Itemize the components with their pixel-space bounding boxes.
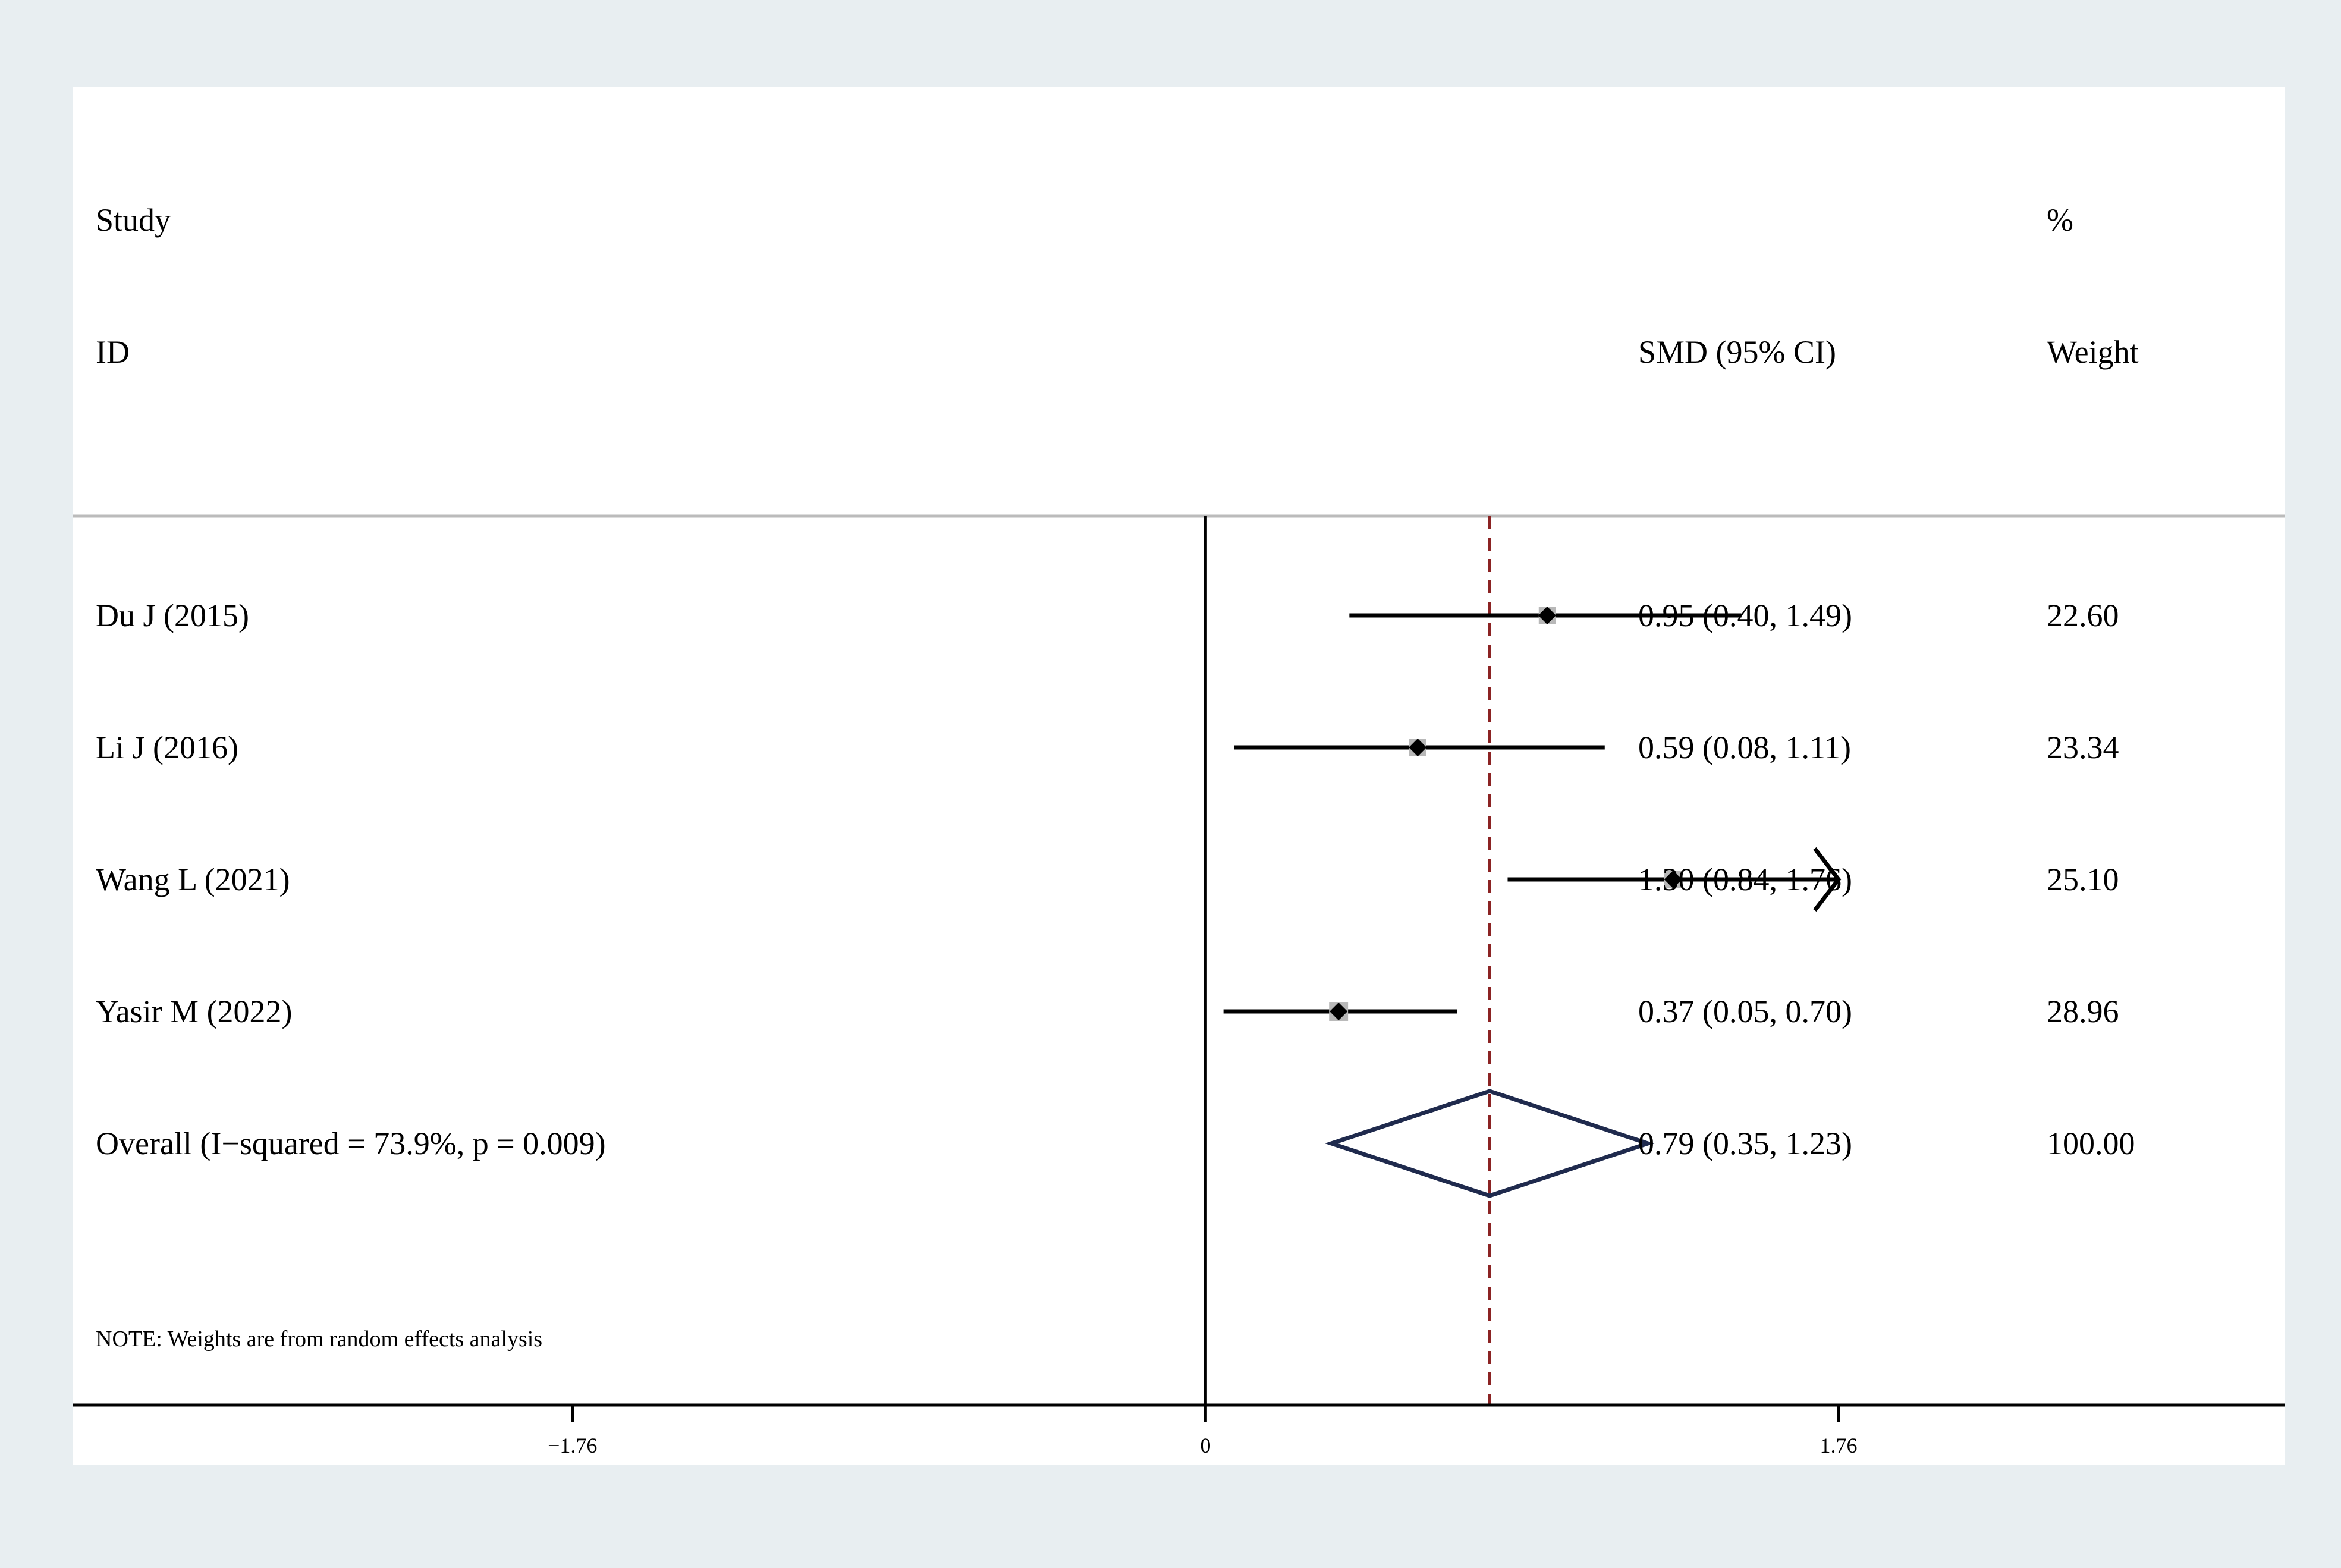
ci-clip-arrow bbox=[1813, 847, 1842, 912]
study-label: Du J (2015) bbox=[96, 598, 249, 633]
point-estimate bbox=[1664, 871, 1682, 888]
overall-label: Overall (I−squared = 73.9%, p = 0.009) bbox=[96, 1126, 606, 1161]
study-header: Study bbox=[96, 202, 171, 238]
effect-ci-text: 0.95 (0.40, 1.49) bbox=[1638, 598, 1852, 633]
x-tick-label: −1.76 bbox=[548, 1434, 597, 1457]
study-row: Wang L (2021) 1.30 (0.84, 1.76) 25.10 bbox=[96, 847, 2119, 912]
effect-ci-text: 0.59 (0.08, 1.11) bbox=[1638, 730, 1851, 765]
overall-row: Overall (I−squared = 73.9%, p = 0.009) 0.… bbox=[96, 1089, 2135, 1198]
overall-diamond bbox=[1324, 1089, 1655, 1198]
footnote: NOTE: Weights are from random effects an… bbox=[96, 1327, 542, 1352]
study-label: Wang L (2021) bbox=[96, 862, 290, 897]
weight-text: 23.34 bbox=[2047, 730, 2119, 765]
point-estimate bbox=[1330, 1003, 1348, 1020]
plot-marks: Du J (2015) 0.95 (0.40, 1.49) 22.60 Li J (2… bbox=[73, 516, 2285, 1457]
effect-ci-text: 0.37 (0.05, 0.70) bbox=[1638, 994, 1852, 1029]
overall-ci-text: 0.79 (0.35, 1.23) bbox=[1638, 1126, 1852, 1161]
weight-text: 28.96 bbox=[2047, 994, 2119, 1029]
weight-text: 25.10 bbox=[2047, 862, 2119, 897]
x-tick-label: 0 bbox=[1200, 1434, 1211, 1457]
weight-text: 22.60 bbox=[2047, 598, 2119, 633]
study-row: Li J (2016) 0.59 (0.08, 1.11) 23.34 bbox=[96, 730, 2119, 765]
overall-weight-text: 100.00 bbox=[2047, 1126, 2135, 1161]
plot-background bbox=[73, 87, 2285, 1465]
effect-ci-text: 1.30 (0.84, 1.76) bbox=[1638, 862, 1852, 897]
id-header: ID bbox=[96, 334, 130, 370]
point-estimate bbox=[1538, 607, 1556, 624]
effect-header: SMD (95% CI) bbox=[1638, 334, 1836, 370]
point-estimate bbox=[1409, 739, 1427, 756]
study-row: Du J (2015) 0.95 (0.40, 1.49) 22.60 bbox=[96, 598, 2119, 633]
study-row: Yasir M (2022) 0.37 (0.05, 0.70) 28.96 bbox=[96, 994, 2119, 1029]
weight-header: Weight bbox=[2047, 334, 2139, 370]
study-label: Yasir M (2022) bbox=[96, 994, 293, 1029]
percent-header: % bbox=[2047, 202, 2073, 238]
x-tick-label: 1.76 bbox=[1820, 1434, 1857, 1457]
study-label: Li J (2016) bbox=[96, 730, 238, 765]
